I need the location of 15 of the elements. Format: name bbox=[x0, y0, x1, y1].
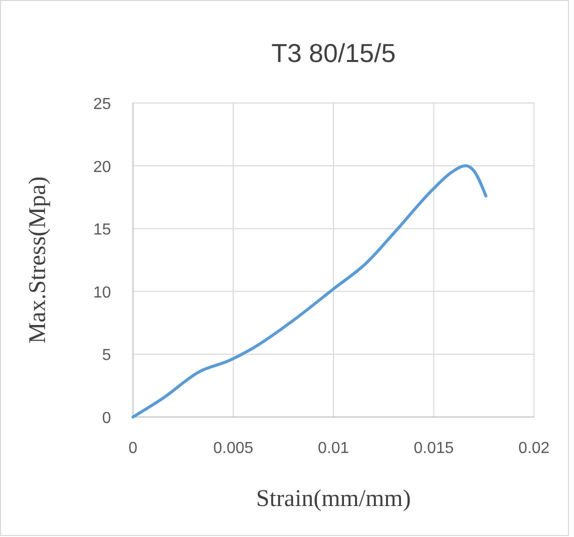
x-axis-title: Strain(mm/mm) bbox=[256, 486, 411, 512]
chart-title: T3 80/15/5 bbox=[271, 38, 396, 68]
x-tick-label: 0.015 bbox=[414, 440, 454, 457]
y-tick-label: 10 bbox=[93, 284, 112, 302]
x-tick-label: 0.01 bbox=[318, 440, 350, 457]
y-axis-title: Max.Stress(Mpa) bbox=[25, 176, 51, 344]
y-tick-label: 5 bbox=[102, 347, 112, 364]
y-tick-label: 15 bbox=[93, 222, 112, 239]
x-tick-label: 0.005 bbox=[213, 440, 254, 457]
y-tick-label: 20 bbox=[93, 158, 112, 176]
y-tick-label: 0 bbox=[102, 410, 112, 427]
x-tick-label: 0.02 bbox=[518, 440, 550, 457]
y-tick-label: 25 bbox=[93, 96, 112, 113]
x-tick-label: 0 bbox=[128, 440, 138, 457]
line-series bbox=[132, 164, 488, 418]
